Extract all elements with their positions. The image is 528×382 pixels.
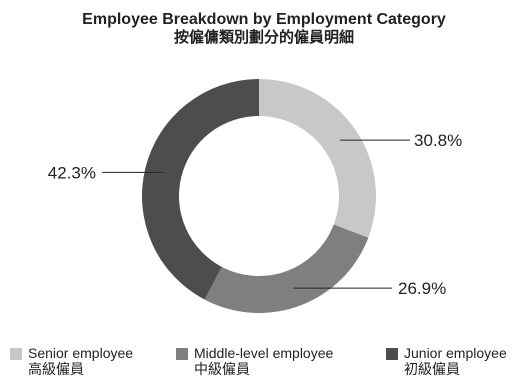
slices-group xyxy=(141,79,377,313)
leaders-group xyxy=(102,139,410,289)
value-label-senior: 30.8% xyxy=(414,131,462,150)
legend-label-senior: Senior employee xyxy=(28,345,134,361)
legend-label-junior-zh: 初級僱員 xyxy=(404,361,460,377)
legend-label-senior-zh: 高級僱員 xyxy=(28,361,84,377)
value-label-junior: 42.3% xyxy=(48,163,96,182)
slice-junior xyxy=(141,79,259,300)
slice-senior xyxy=(259,79,377,238)
slice-middle xyxy=(204,224,369,313)
value-label-middle: 26.9% xyxy=(398,279,446,298)
legend-label-middle: Middle-level employee xyxy=(194,345,334,361)
legend-swatch-junior xyxy=(386,348,398,360)
legend: Senior employee 高級僱員 Middle-level employ… xyxy=(0,345,528,381)
donut-chart: 30.8% 26.9% 42.3% xyxy=(48,79,462,313)
legend-swatch-senior xyxy=(10,348,22,360)
legend-swatch-middle xyxy=(176,348,188,360)
legend-label-middle-zh: 中級僱員 xyxy=(194,361,250,377)
legend-label-junior: Junior employee xyxy=(404,345,507,361)
chart-subtitle: 按僱傭類別劃分的僱員明細 xyxy=(173,29,354,46)
labels-group: 30.8% 26.9% 42.3% xyxy=(48,131,462,298)
chart-title: Employee Breakdown by Employment Categor… xyxy=(82,11,446,28)
